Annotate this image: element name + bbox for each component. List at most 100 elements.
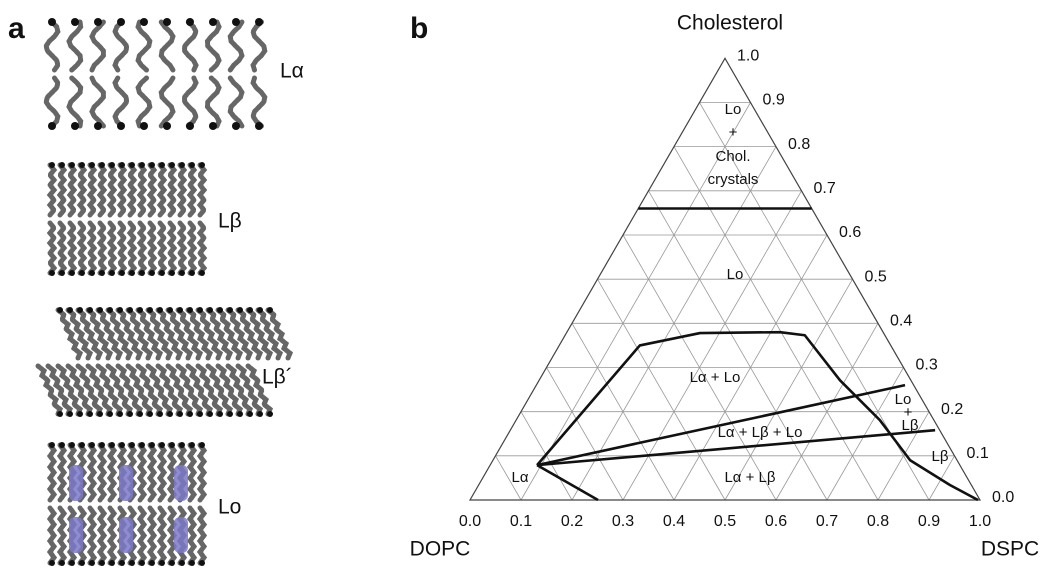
- lipid-head: [69, 162, 75, 168]
- phase-label: Lα: [280, 60, 304, 83]
- lipid-head: [179, 560, 185, 566]
- lipid-chain: [186, 442, 198, 503]
- lipid-chain: [46, 162, 58, 218]
- lipid-chain: [125, 363, 154, 417]
- lipid-chain: [225, 307, 254, 361]
- lipid-head: [109, 270, 115, 276]
- lipid-head: [89, 270, 95, 276]
- lipid-head: [79, 162, 85, 168]
- lipid-head: [149, 270, 155, 276]
- lipid-head: [109, 442, 115, 448]
- lipid-head: [207, 307, 213, 313]
- lipid-head: [247, 307, 253, 313]
- lipid-head: [77, 307, 83, 313]
- x-tick-label: 0.1: [510, 513, 532, 530]
- lipid-chain: [43, 19, 61, 73]
- lipid-head: [107, 307, 113, 313]
- lipid-head: [199, 270, 205, 276]
- lipid-chain: [250, 75, 268, 129]
- y-tick-label: 0.5: [865, 268, 887, 285]
- phase-region-label: +: [729, 124, 738, 141]
- lipid-head: [87, 411, 93, 417]
- lipid-head: [267, 411, 273, 417]
- lipid-head: [149, 442, 155, 448]
- lipid-head: [169, 560, 175, 566]
- lipid-chain: [106, 162, 118, 218]
- lipid-chain: [166, 505, 178, 566]
- phase-region-label: Lβ: [902, 417, 919, 434]
- triangle-outline: [468, 57, 982, 501]
- phase-boundary: [536, 463, 599, 502]
- lipid-chain: [215, 307, 244, 361]
- lipid-chain: [65, 363, 94, 417]
- lipid-head: [140, 122, 148, 130]
- lipid-chain: [76, 505, 88, 566]
- panel-label: a: [8, 12, 25, 45]
- lipid-head: [209, 18, 217, 26]
- lipid-head: [199, 162, 205, 168]
- lipid-head: [137, 307, 143, 313]
- lipid-head: [119, 270, 125, 276]
- lipid-chain: [245, 307, 274, 361]
- lipid-chain: [106, 442, 118, 503]
- lipid-chain: [86, 220, 98, 276]
- lipid-chain: [96, 220, 108, 276]
- cholesterol: [119, 465, 133, 501]
- lipid-chain: [86, 442, 98, 503]
- lipid-chain: [166, 442, 178, 503]
- lipid-head: [69, 442, 75, 448]
- lipid-head: [59, 560, 65, 566]
- lipid-head: [49, 442, 55, 448]
- lipid-chain: [146, 162, 158, 218]
- lipid-chain: [95, 363, 124, 417]
- lipid-chain: [196, 162, 208, 218]
- lipid-chain: [145, 307, 174, 361]
- lipid-head: [207, 411, 213, 417]
- lipid-chain: [156, 505, 168, 566]
- lipid-head: [77, 411, 83, 417]
- lipid-head: [59, 442, 65, 448]
- lipid-chain: [65, 307, 94, 361]
- grid-line: [597, 278, 726, 501]
- lipid-chain: [46, 220, 58, 276]
- lipid-chain: [56, 220, 68, 276]
- lipid-head: [99, 162, 105, 168]
- lipid-chain: [166, 220, 178, 276]
- lipid-chain: [112, 75, 130, 129]
- lipid-head: [227, 411, 233, 417]
- phase-region-label: Lo: [895, 391, 912, 408]
- y-tick-label: 0.9: [763, 92, 785, 109]
- lipid-head: [117, 18, 125, 26]
- lipid-head: [119, 162, 125, 168]
- lipid-chain: [205, 307, 234, 361]
- lipid-head: [87, 307, 93, 313]
- lipid-head: [137, 411, 143, 417]
- phase-region-label: Lα: [511, 469, 528, 486]
- lipid-chain: [235, 307, 264, 361]
- lipid-head: [79, 560, 85, 566]
- lipid-head: [149, 560, 155, 566]
- lipid-chain: [158, 75, 176, 129]
- lipid-chain: [195, 307, 224, 361]
- phase-boundary: [536, 383, 906, 467]
- lipid-chain: [186, 220, 198, 276]
- lipid-chain: [165, 363, 194, 417]
- y-tick-label: 0.1: [967, 445, 989, 462]
- lipid-head: [129, 162, 135, 168]
- vertex-label: DOPC: [410, 538, 471, 561]
- lipid-chain: [196, 505, 208, 566]
- lipid-head: [119, 442, 125, 448]
- lipid-head: [199, 442, 205, 448]
- lipid-chain: [227, 75, 245, 129]
- lipid-chain: [96, 162, 108, 218]
- lipid-chain: [135, 75, 153, 129]
- lipid-chain: [45, 363, 74, 417]
- lipid-chain: [125, 307, 154, 361]
- lipid-illustrations: [35, 18, 294, 566]
- lipid-head: [57, 307, 63, 313]
- y-tick-label: 0.3: [916, 357, 938, 374]
- lipid-head: [189, 270, 195, 276]
- lipid-head: [257, 411, 263, 417]
- lipid-head: [109, 162, 115, 168]
- phase-region-label: Lo: [725, 101, 742, 118]
